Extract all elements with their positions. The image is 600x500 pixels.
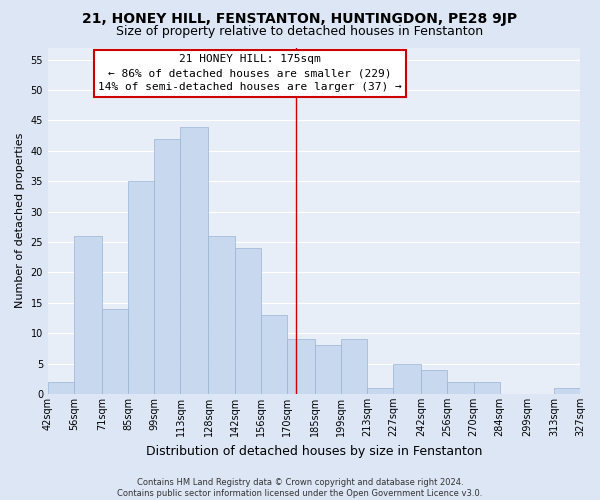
Bar bbox=[341, 339, 367, 394]
Bar bbox=[235, 248, 261, 394]
Bar bbox=[208, 236, 235, 394]
Bar bbox=[473, 382, 500, 394]
Text: Size of property relative to detached houses in Fenstanton: Size of property relative to detached ho… bbox=[116, 25, 484, 38]
Bar bbox=[48, 382, 74, 394]
Text: 21 HONEY HILL: 175sqm
← 86% of detached houses are smaller (229)
14% of semi-det: 21 HONEY HILL: 175sqm ← 86% of detached … bbox=[98, 54, 402, 92]
Bar bbox=[287, 339, 315, 394]
Bar bbox=[102, 309, 128, 394]
Y-axis label: Number of detached properties: Number of detached properties bbox=[15, 133, 25, 308]
Bar bbox=[448, 382, 473, 394]
Bar bbox=[554, 388, 580, 394]
Bar bbox=[261, 315, 287, 394]
Text: Contains HM Land Registry data © Crown copyright and database right 2024.
Contai: Contains HM Land Registry data © Crown c… bbox=[118, 478, 482, 498]
Bar bbox=[181, 126, 208, 394]
Text: 21, HONEY HILL, FENSTANTON, HUNTINGDON, PE28 9JP: 21, HONEY HILL, FENSTANTON, HUNTINGDON, … bbox=[82, 12, 518, 26]
Bar bbox=[315, 346, 341, 394]
Bar bbox=[394, 364, 421, 394]
Bar bbox=[128, 181, 154, 394]
X-axis label: Distribution of detached houses by size in Fenstanton: Distribution of detached houses by size … bbox=[146, 444, 482, 458]
Bar bbox=[74, 236, 102, 394]
Bar bbox=[154, 138, 181, 394]
Bar bbox=[367, 388, 394, 394]
Bar bbox=[421, 370, 448, 394]
